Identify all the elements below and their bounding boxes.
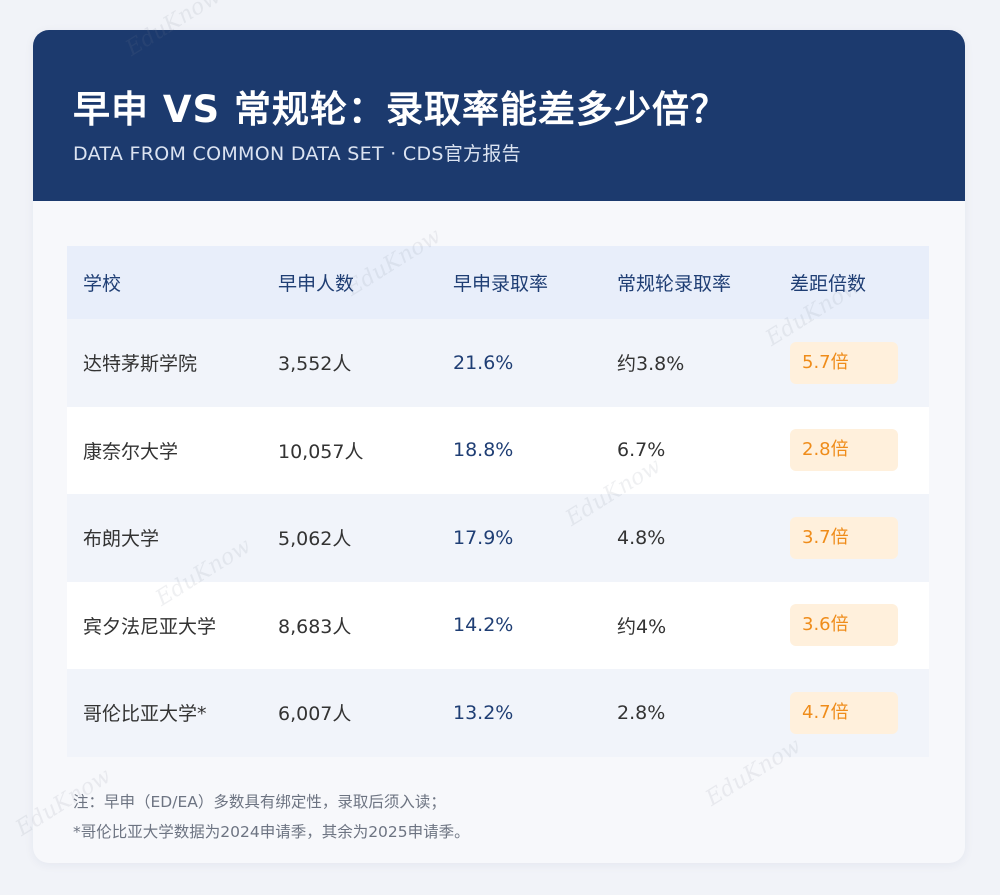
- ed-rate: 17.9%: [453, 526, 514, 549]
- admission-table: 学校 早申人数 早申录取率 常规轮录取率 差距倍数 达特茅斯学院 3,552人 …: [67, 246, 929, 757]
- rd-rate: 6.7%: [617, 439, 666, 462]
- ratio-badge: 5.7倍: [790, 341, 898, 384]
- ratio-cell: 2.8倍: [790, 429, 929, 472]
- table-row: 达特茅斯学院 3,552人 21.6% 约3.8% 5.7倍: [67, 319, 929, 407]
- rd-rate: 约4%: [617, 615, 667, 638]
- table-header-row: 学校 早申人数 早申录取率 常规轮录取率 差距倍数: [67, 246, 929, 319]
- footnotes: 注：早申（ED/EA）多数具有绑定性，录取后须入读； *哥伦比亚大学数据为202…: [73, 787, 470, 847]
- ratio-badge: 3.7倍: [790, 516, 898, 559]
- footnote-binding: 注：早申（ED/EA）多数具有绑定性，录取后须入读；: [73, 793, 446, 811]
- table-row: 康奈尔大学 10,057人 18.8% 6.7% 2.8倍: [67, 406, 929, 494]
- ratio-cell: 5.7倍: [790, 341, 929, 384]
- column-header-school: 学校: [83, 273, 122, 295]
- ed-count: 5,062人: [278, 528, 352, 551]
- ed-rate: 14.2%: [453, 614, 514, 637]
- rd-rate: 2.8%: [617, 701, 666, 724]
- rd-rate: 4.8%: [617, 526, 666, 549]
- ed-rate: 13.2%: [453, 701, 514, 724]
- school-name: 康奈尔大学: [83, 440, 179, 463]
- page-subtitle: DATA FROM COMMON DATA SET · CDS官方报告: [73, 143, 521, 165]
- card-header: 早申 VS 常规轮：录取率能差多少倍？ DATA FROM COMMON DAT…: [33, 30, 965, 201]
- ratio-cell: 3.7倍: [790, 516, 929, 559]
- table-row: 布朗大学 5,062人 17.9% 4.8% 3.7倍: [67, 494, 929, 582]
- school-name: 宾夕法尼亚大学: [83, 615, 217, 638]
- footnote-season: *哥伦比亚大学数据为2024申请季，其余为2025申请季。: [73, 823, 470, 841]
- table-row: 哥伦比亚大学* 6,007人 13.2% 2.8% 4.7倍: [67, 669, 929, 757]
- column-header-ed-count: 早申人数: [278, 273, 355, 295]
- ed-count: 6,007人: [278, 703, 352, 726]
- ed-count: 8,683人: [278, 615, 352, 638]
- table-body: 达特茅斯学院 3,552人 21.6% 约3.8% 5.7倍 康奈尔大学 10,…: [67, 319, 929, 757]
- ratio-cell: 4.7倍: [790, 691, 929, 734]
- rd-rate: 约3.8%: [617, 353, 685, 376]
- ratio-badge: 3.6倍: [790, 604, 898, 647]
- ratio-badge: 4.7倍: [790, 691, 898, 734]
- column-header-ed-rate: 早申录取率: [453, 273, 549, 295]
- column-header-ratio: 差距倍数: [790, 273, 867, 295]
- ed-count: 3,552人: [278, 353, 352, 376]
- ed-rate: 21.6%: [453, 351, 514, 374]
- ratio-badge: 2.8倍: [790, 429, 898, 472]
- school-name: 哥伦比亚大学*: [83, 703, 207, 726]
- page-title: 早申 VS 常规轮：录取率能差多少倍？: [73, 88, 729, 131]
- column-header-rd-rate: 常规轮录取率: [617, 273, 732, 295]
- ratio-cell: 3.6倍: [790, 604, 929, 647]
- school-name: 布朗大学: [83, 528, 160, 551]
- ed-rate: 18.8%: [453, 439, 514, 462]
- school-name: 达特茅斯学院: [83, 353, 198, 376]
- table-row: 宾夕法尼亚大学 8,683人 14.2% 约4% 3.6倍: [67, 581, 929, 669]
- ed-count: 10,057人: [278, 440, 364, 463]
- comparison-card: 早申 VS 常规轮：录取率能差多少倍？ DATA FROM COMMON DAT…: [33, 30, 965, 863]
